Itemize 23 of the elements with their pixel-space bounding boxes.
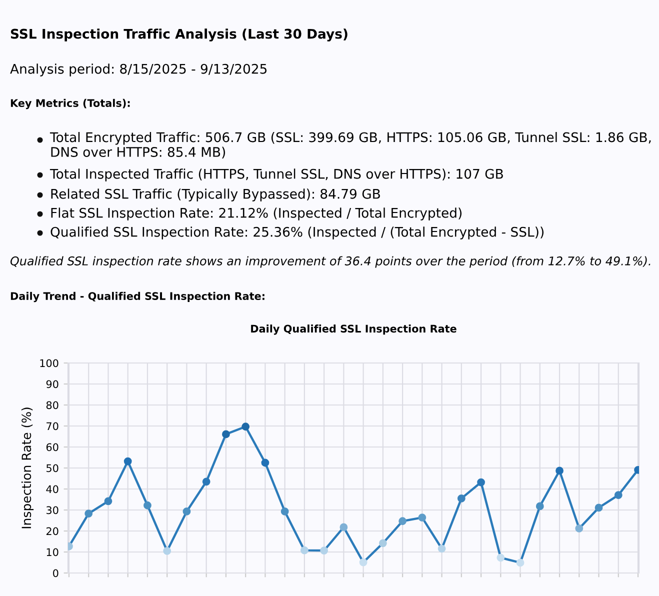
y-tick-label: 50 xyxy=(46,464,58,472)
text: Total Inspected Traffic (HTTPS, Tunnel SSL, DNS over HTTPS): 107 GB xyxy=(50,168,503,182)
text: Total Encrypted Traffic: 506.7 GB (SSL: 399.69 GB, HTTPS: 105.06 GB, Tunnel SSL: 1.86 GB, DNS over HTTPS: 85.4 MB) xyxy=(50,132,651,159)
y-tick-label: 0 xyxy=(53,569,58,578)
y-tick-label: 30 xyxy=(46,506,58,514)
text: Key Metrics (Totals): xyxy=(10,98,130,110)
y-tick-label: 100 xyxy=(40,359,58,368)
y-tick-label: 90 xyxy=(46,380,58,388)
chart-title: Daily Qualified SSL Inspection Rate xyxy=(251,324,456,335)
y-tick-label: 10 xyxy=(46,548,58,556)
y-axis-title: Inspection Rate (%) xyxy=(21,408,34,528)
text: Qualified SSL inspection rate shows an improvement of 36.4 points over the period (from 12.7% to 49.1%). xyxy=(10,256,650,268)
text: Daily Trend - Qualified SSL Inspection Rate: xyxy=(10,292,264,302)
y-tick-label: 80 xyxy=(46,401,58,410)
text: SSL Inspection Traffic Analysis (Last 30 Days) xyxy=(10,28,348,42)
text: Qualified SSL Inspection Rate: 25.36% (Inspected / (Total Encrypted - SSL)) xyxy=(50,226,544,240)
text: Related SSL Traffic (Typically Bypassed): 84.79 GB xyxy=(51,188,380,202)
y-tick-label: 70 xyxy=(46,422,58,430)
text: Analysis period: 8/15/2025 - 9/13/2025 xyxy=(10,64,267,76)
y-tick-label: 40 xyxy=(46,485,58,494)
y-tick-label: 60 xyxy=(46,443,58,452)
y-tick-label: 20 xyxy=(46,527,58,536)
text: Flat SSL Inspection Rate: 21.12% (Inspected / Total Encrypted) xyxy=(51,208,462,220)
